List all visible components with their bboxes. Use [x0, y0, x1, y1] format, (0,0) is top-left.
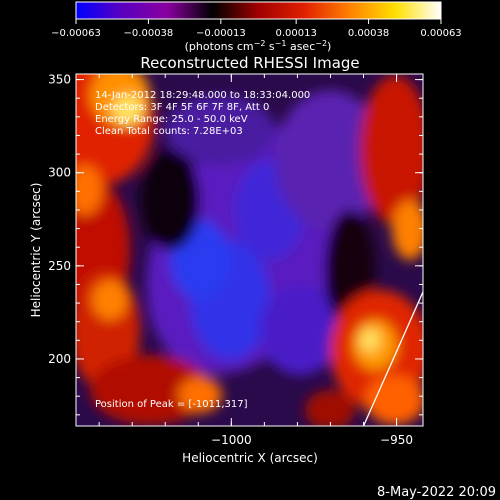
x-tick-label: −1000: [211, 433, 252, 447]
colorbar-tick-label: 0.00063: [420, 28, 461, 39]
colorbar-tick-label: −0.00013: [196, 28, 246, 39]
y-tick-label: 350: [48, 73, 71, 87]
colorbar-label: (photons cm−2 s−1 asec−2): [185, 39, 332, 53]
x-tick-label: −950: [380, 433, 413, 447]
annotation-energy-range: Energy Range: 25.0 - 50.0 keV: [95, 114, 248, 125]
colorbar-tick-label: −0.00063: [51, 28, 101, 39]
y-tick-label: 200: [48, 352, 71, 366]
colorbar: [75, 1, 442, 20]
annotation-total-counts: Clean Total counts: 7.28E+03: [95, 126, 243, 137]
y-tick-label: 300: [48, 166, 71, 180]
colorbar-tick-label: 0.00013: [275, 28, 316, 39]
annotation-time-range: 14-Jan-2012 18:29:48.000 to 18:33:04.000: [95, 90, 310, 101]
solar-limb-curve: [362, 290, 423, 426]
plot-frame: [75, 73, 424, 427]
heatmap-image: [76, 74, 423, 426]
peak-position-label: Position of Peak = [-1011,317]: [95, 399, 248, 410]
x-axis-label: Heliocentric X (arcsec): [182, 451, 318, 465]
info-annotations: 14-Jan-2012 18:29:48.000 to 18:33:04.000…: [95, 90, 310, 137]
colorbar-tick-label: −0.00038: [124, 28, 174, 39]
x-axis-ticks: −1000−950−900: [98, 74, 413, 447]
footer-timestamp: 8-May-2022 20:09: [377, 485, 496, 500]
y-tick-label: 250: [48, 259, 71, 273]
chart-title: Reconstructed RHESSI Image: [140, 54, 359, 72]
colorbar-ticks: −0.00063 −0.00038 −0.00013 0.00013 0.00038 0.…: [51, 19, 462, 39]
annotation-detectors: Detectors: 3F 4F 5F 6F 7F 8F, Att 0: [95, 102, 269, 113]
y-axis-ticks: 200 250 300 350: [48, 73, 423, 416]
y-axis-label: Heliocentric Y (arcsec): [29, 183, 43, 318]
colorbar-tick-label: 0.00038: [348, 28, 389, 39]
